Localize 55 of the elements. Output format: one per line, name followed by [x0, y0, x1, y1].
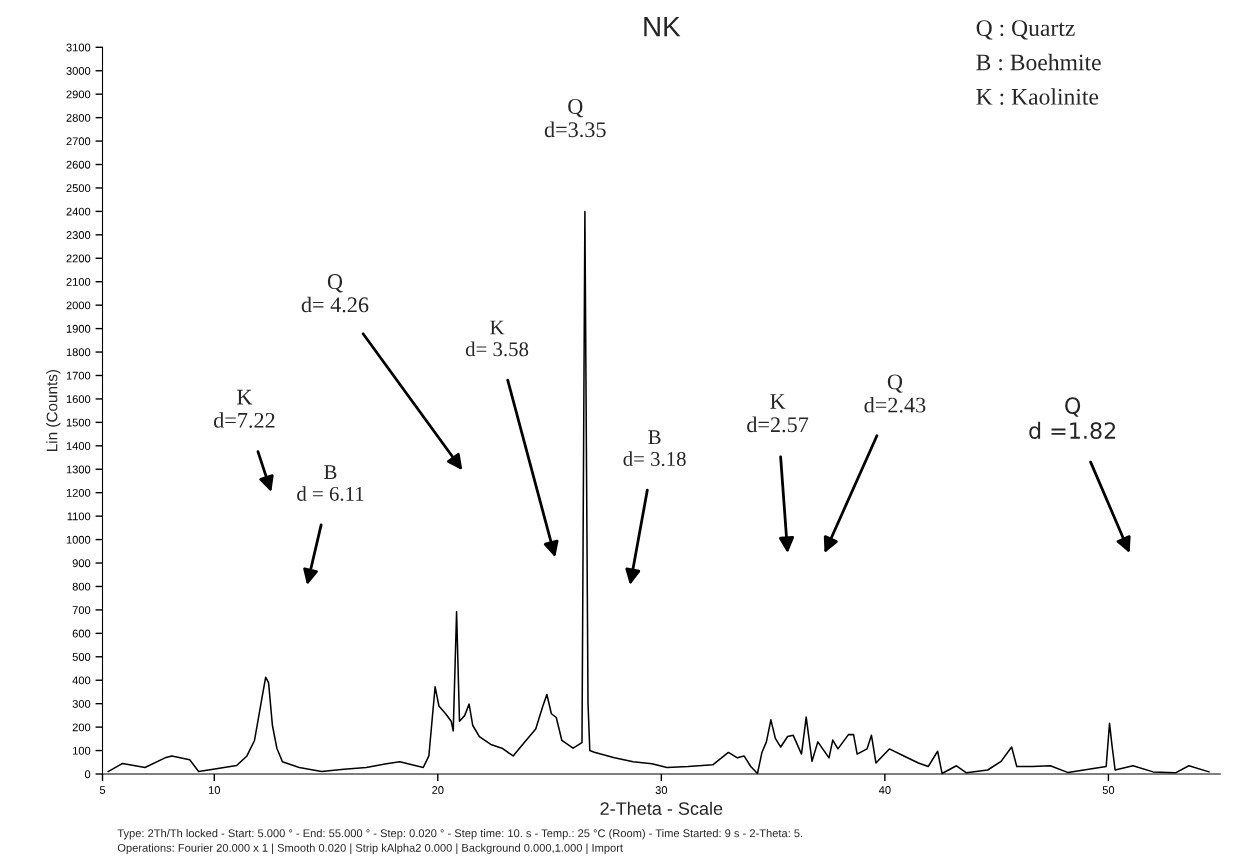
y-tick-label: 3000 [66, 67, 91, 75]
annotation: K : Kaolinite [976, 88, 1099, 105]
annotation: K d= 3.58 [465, 320, 529, 357]
annotation: K d=7.22 [213, 389, 275, 428]
annotation: Q d=3.35 [544, 98, 606, 138]
text: Operations: Fourier 20.000 x 1 | Smooth 0.020 | Strip kAlpha2 0.000 | Background 0.000,1.000 | Import [117, 843, 623, 855]
x-tick-label: 10 [208, 786, 221, 794]
x-axis-title: 2-Theta - Scale [600, 801, 723, 815]
annotation: B d= 3.18 [623, 430, 686, 467]
annotation: Q d=2.43 [864, 374, 926, 413]
y-tick-label: 200 [72, 723, 91, 732]
y-axis-title: Lin (Counts) [46, 369, 61, 451]
y-tick-label: 3100 [66, 43, 91, 52]
x-tick-label: 50 [1102, 786, 1115, 794]
y-tick-label: 2400 [66, 207, 91, 216]
y-tick-label: 1500 [66, 418, 91, 427]
y-tick-label: 2800 [66, 113, 91, 122]
y-tick-label: 2900 [66, 90, 91, 99]
y-tick-label: 1200 [66, 488, 91, 497]
y-tick-label: 1800 [66, 348, 91, 357]
y-tick-label: 1300 [66, 465, 91, 474]
y-tick-label: 500 [72, 653, 91, 661]
y-tick-label: 2600 [66, 160, 91, 169]
annotation: B : Boehmite [976, 53, 1101, 71]
y-tick-label: 700 [72, 606, 91, 615]
y-tick-label: 900 [72, 559, 91, 568]
y-tick-label: 1600 [66, 395, 91, 404]
y-tick-label: 2000 [66, 301, 91, 310]
chart-title: NK [644, 17, 681, 37]
y-tick-label: 600 [72, 629, 91, 638]
annotation: K d=2.57 [747, 394, 809, 433]
y-tick-label: 2500 [66, 184, 91, 193]
y-tick-label: 400 [72, 676, 91, 685]
y-tick-label: 2200 [66, 254, 91, 263]
y-tick-label: 1900 [66, 324, 91, 333]
text: Type: 2Th/Th locked - Start: 5.000 ° - End: 55.000 ° - Step: 0.020 ° - Step time: 10. s - Temp.: 25 °C (Room) - Time Started: 9 s - 2-Theta: 5. [117, 829, 803, 840]
x-tick-label: 30 [655, 786, 668, 794]
x-tick-label: 20 [432, 786, 444, 794]
y-tick-label: 1400 [66, 442, 91, 450]
text: Q : Quartz [976, 20, 1075, 40]
y-tick-label: 800 [72, 582, 91, 591]
y-tick-label: 300 [72, 699, 91, 708]
y-tick-label: 2700 [66, 137, 91, 146]
y-tick-label: 1000 [66, 535, 91, 544]
x-tick-label: 40 [878, 786, 891, 794]
y-tick-label: 2300 [66, 231, 91, 239]
y-tick-label: 1700 [66, 371, 91, 380]
y-tick-label: 2100 [66, 277, 91, 286]
annotation: Q d= 4.26 [301, 274, 369, 313]
y-tick-label: 100 [73, 746, 91, 755]
annotation: Q d =1.82 [1029, 397, 1116, 439]
y-tick-label: 0 [84, 770, 91, 779]
y-tick-label: 1100 [67, 512, 91, 521]
x-tick-label: 5 [99, 786, 106, 794]
annotation: B d = 6.11 [297, 465, 364, 501]
